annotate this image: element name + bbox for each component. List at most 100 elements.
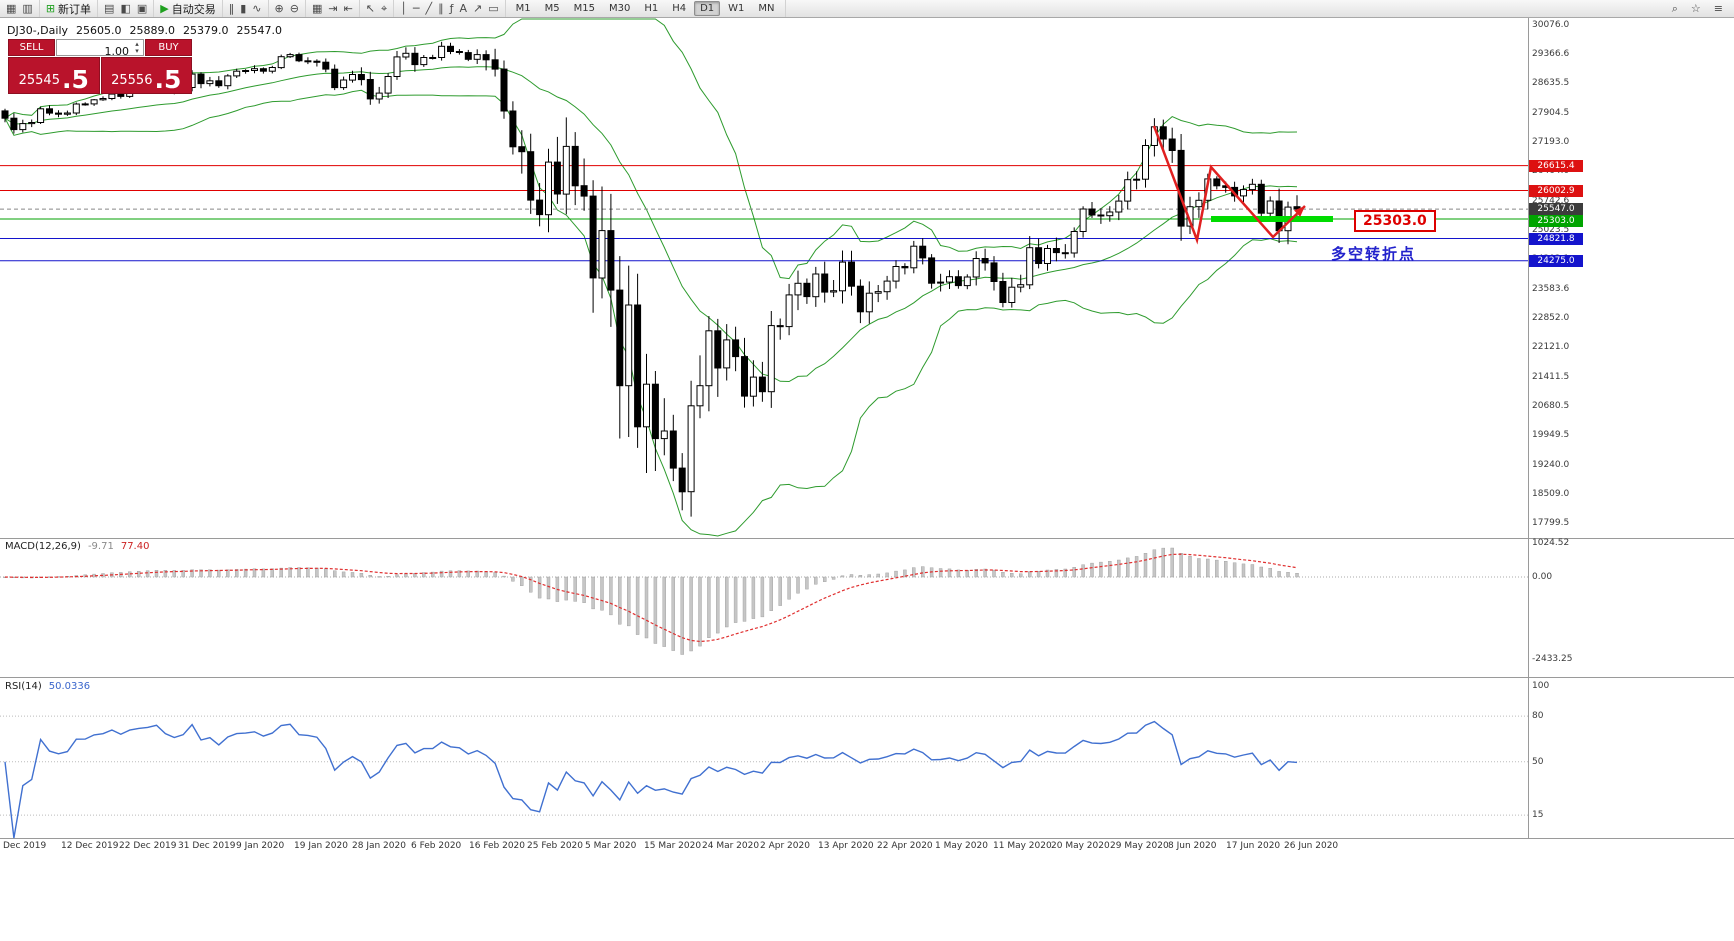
bar-chart-type-icon: ‖ <box>228 1 235 15</box>
menu-icon[interactable]: ≡ <box>1713 2 1723 15</box>
volume-field: ▴ ▾ <box>56 39 144 59</box>
volume-down-icon[interactable]: ▾ <box>135 46 139 55</box>
vertical-line-button[interactable]: │ <box>397 1 410 17</box>
navigator-icon: ▣ <box>136 1 148 15</box>
sell-button[interactable]: SELL <box>8 39 55 56</box>
timeframe-m15[interactable]: M15 <box>573 3 595 14</box>
horizontal-line-button[interactable]: ─ <box>410 1 423 17</box>
ohlc-open: 25605.0 <box>76 24 122 37</box>
timeframe-m5[interactable]: M5 <box>544 3 560 14</box>
line-chart-type-button[interactable]: ∿ <box>249 1 264 17</box>
text-label-button[interactable]: A <box>456 1 470 17</box>
arrows-button[interactable]: ↗ <box>470 1 485 17</box>
time-axis-label: 9 Jan 2020 <box>236 841 285 851</box>
candlestick-chart-type-button[interactable]: ▮ <box>237 1 249 17</box>
fibonacci-button[interactable]: ƒ <box>447 1 457 17</box>
search-icon[interactable]: ⌕ <box>1671 1 1678 15</box>
price-axis-label: 25023.5 <box>1532 224 1570 235</box>
time-axis-label: 28 Jan 2020 <box>352 841 406 851</box>
price-axis-label: 25742.6 <box>1532 195 1570 206</box>
ohlc-high: 25889.0 <box>129 24 176 37</box>
new-chart-icon: ▦ <box>6 1 17 15</box>
auto-scroll-button[interactable]: ⇥ <box>325 1 340 17</box>
chart-profiles-button[interactable]: ▥ <box>19 1 35 17</box>
new-order-button-label: 新订单 <box>58 2 92 16</box>
chart-ohlc-header: DJ30-,Daily 25605.0 25889.0 25379.0 2554… <box>7 24 282 37</box>
shapes-button[interactable]: ▭ <box>485 1 501 17</box>
time-axis-label: 22 Apr 2020 <box>877 841 933 851</box>
market-watch-button[interactable]: ▤ <box>101 1 117 17</box>
zoom-out-icon: ⊖ <box>289 1 299 15</box>
price-tag: 25303.0 <box>1529 215 1583 227</box>
timeframe-w1[interactable]: W1 <box>728 3 745 14</box>
macd-scale-label: 0.00 <box>1532 571 1553 582</box>
price-tag: 24821.8 <box>1529 233 1583 245</box>
new-chart-button[interactable]: ▦ <box>3 1 19 17</box>
price-tag: 24275.0 <box>1529 255 1583 267</box>
macd-signal-line <box>4 553 1298 643</box>
volume-up-icon[interactable]: ▴ <box>135 39 139 48</box>
time-axis-label: 22 Dec 2019 <box>119 841 177 851</box>
timeframe-mn[interactable]: MN <box>758 3 775 14</box>
arrows-icon: ↗ <box>472 1 483 15</box>
text-label-icon: A <box>459 1 467 15</box>
price-callout-label[interactable]: 25303.0 <box>1354 210 1436 232</box>
time-axis-label: 13 Apr 2020 <box>818 841 874 851</box>
price-axis-label: 17799.5 <box>1532 518 1570 529</box>
zoom-in-icon: ⊕ <box>274 1 284 15</box>
chart-shift-button[interactable]: ⇤ <box>341 1 356 17</box>
buy-price-button[interactable]: 25556 .5 <box>100 57 192 94</box>
tile-windows-button[interactable]: ▦ <box>309 1 325 17</box>
buy-price-fraction: .5 <box>154 65 182 94</box>
price-axis-label: 28635.5 <box>1532 78 1570 89</box>
zoom-in-button[interactable]: ⊕ <box>272 1 287 17</box>
support-zone-line[interactable] <box>1211 216 1333 222</box>
crosshair-icon: ⌖ <box>381 1 388 15</box>
auto-trading-button[interactable]: ▶ 自动交易 <box>157 1 218 17</box>
favorites-icon[interactable]: ☆ <box>1690 2 1701 15</box>
timeframe-m30[interactable]: M30 <box>608 3 631 14</box>
price-axis-label: 22121.0 <box>1532 342 1570 353</box>
cursor-button[interactable]: ↖ <box>363 1 378 17</box>
buy-button[interactable]: BUY <box>145 39 192 56</box>
auto-trading-button-label: 自动交易 <box>171 2 216 16</box>
trendline-button[interactable]: ╱ <box>422 1 435 17</box>
navigator-button[interactable]: ▣ <box>134 1 150 17</box>
timeframe-h4[interactable]: H4 <box>672 3 687 14</box>
tile-windows-icon: ▦ <box>311 1 323 15</box>
crosshair-button[interactable]: ⌖ <box>378 1 390 17</box>
chart-profiles-icon: ▥ <box>22 1 33 15</box>
price-tag: 26002.9 <box>1529 185 1583 197</box>
timeframe-m1[interactable]: M1 <box>515 3 531 14</box>
price-axis-label: 20680.5 <box>1532 401 1570 412</box>
auto-trading-icon: ▶ <box>160 1 169 15</box>
channel-button[interactable]: ∥ <box>435 1 447 17</box>
bar-chart-type-button[interactable]: ‖ <box>226 1 238 17</box>
zoom-out-button[interactable]: ⊖ <box>287 1 302 17</box>
fibonacci-icon: ƒ <box>449 1 454 15</box>
time-axis-label: 20 May 2020 <box>1051 841 1110 851</box>
timeframe-d1[interactable]: D1 <box>694 1 721 16</box>
macd-header: MACD(12,26,9) -9.71 77.40 <box>5 541 149 552</box>
sell-price-main: 25545 <box>18 73 60 88</box>
horizontal-line-icon: ─ <box>412 1 420 15</box>
volume-input[interactable] <box>57 44 143 59</box>
macd-main-value: -9.71 <box>87 541 114 552</box>
sell-price-button[interactable]: 25545 .5 <box>8 57 100 94</box>
vertical-line-icon: │ <box>400 1 407 15</box>
new-order-button[interactable]: ⊞ 新订单 <box>43 1 94 17</box>
price-axis-label: 19949.5 <box>1532 430 1570 441</box>
arrowhead-icon <box>1294 206 1305 217</box>
data-window-button[interactable]: ◧ <box>117 1 133 17</box>
red-zigzag-drawing[interactable] <box>1152 125 1306 245</box>
time-axis-label: 5 Mar 2020 <box>585 841 637 851</box>
volume-spinner: ▴ ▾ <box>131 40 143 55</box>
macd-scale-label: 1024.52 <box>1532 537 1570 548</box>
macd-scale-label: -2433.25 <box>1532 653 1573 664</box>
turning-point-label[interactable]: 多空转折点 <box>1331 245 1417 263</box>
time-axis-label: 2 Apr 2020 <box>760 841 810 851</box>
price-axis-label: 19240.0 <box>1532 459 1570 470</box>
candlesticks <box>1 41 1301 517</box>
timeframe-h1[interactable]: H1 <box>644 3 659 14</box>
